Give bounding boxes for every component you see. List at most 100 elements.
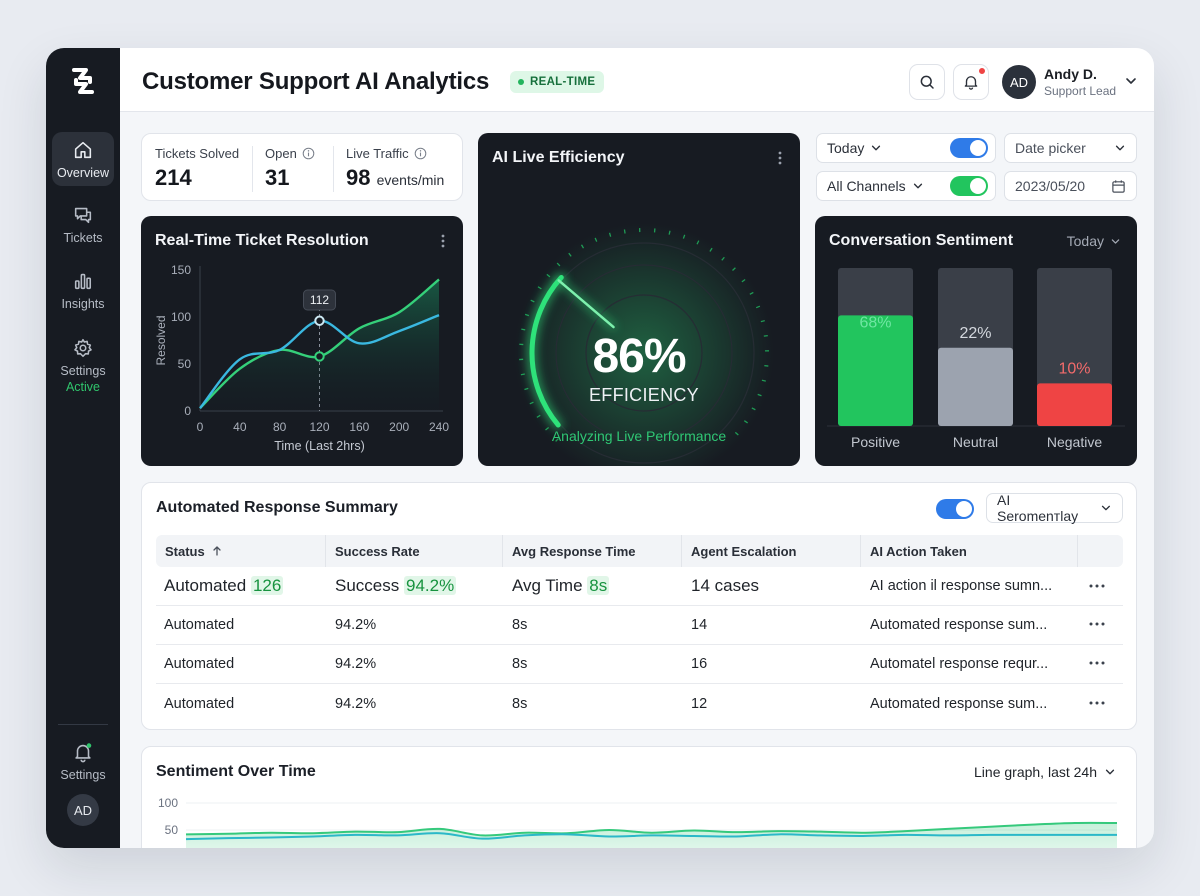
sidebar-item-bottom-settings[interactable]: Settings: [52, 734, 114, 788]
cell-text: Avg Time: [512, 576, 583, 595]
search-button[interactable]: [909, 64, 945, 100]
gauge-glow: [514, 223, 774, 466]
gauge-tick: [545, 426, 550, 431]
bar: [1037, 383, 1112, 426]
gauge-tick: [524, 387, 529, 391]
column-label: AI Action Taken: [870, 543, 967, 559]
gauge-ring: [585, 294, 703, 412]
summary-dropdown[interactable]: AI Seromenтlay: [986, 492, 1123, 524]
table-row[interactable]: Automated 94.2% 8s 16 Automatel response…: [156, 645, 1123, 684]
more-horizontal-icon: [1089, 584, 1105, 588]
gauge-tick: [751, 407, 756, 411]
sentiment-card: Conversation Sentiment Today 68% Positive…: [815, 216, 1137, 466]
gauge-tick: [741, 279, 746, 283]
stat-value: 31: [265, 165, 290, 190]
info-icon[interactable]: [414, 147, 427, 160]
cell-success: 94.2%: [335, 656, 377, 672]
cell-avg: 8s: [512, 656, 528, 672]
more-horizontal-icon: [1089, 622, 1105, 626]
live-traffic-stat: Live Traffic 98 events/min: [346, 146, 444, 191]
sentiment-time-chart: 50 100: [158, 796, 1118, 848]
bell-icon: [964, 76, 978, 90]
gauge-ring: [555, 264, 733, 442]
more-options-icon[interactable]: [435, 232, 451, 250]
sidebar-avatar[interactable]: AD: [67, 794, 99, 826]
column-label: Agent Escalation: [691, 543, 797, 559]
card-title: Real-Time Ticket Resolution: [155, 232, 369, 249]
channels-select[interactable]: All Channels: [816, 171, 996, 201]
date-picker-label: Date picker: [1015, 140, 1086, 156]
sentiment-period-select[interactable]: Today: [1067, 233, 1121, 249]
chart-type-dropdown[interactable]: Line graph, last 24h: [974, 764, 1116, 780]
row-menu-button[interactable]: [1078, 576, 1123, 596]
divider: [252, 146, 253, 192]
notification-dot: [978, 67, 986, 75]
cell-status: Automated: [164, 695, 235, 712]
sidebar-item-label: Settings: [60, 767, 106, 782]
highlight-value: 8s: [587, 576, 610, 595]
row-menu-button[interactable]: [1078, 656, 1123, 672]
gauge-tick: [524, 313, 530, 317]
chevron-down-icon: [913, 183, 922, 189]
bar-chart-icon: [74, 273, 92, 289]
gauge-tick: [760, 320, 765, 323]
x-axis-label: Time (Last 2hrs): [274, 439, 365, 453]
period-select-value: Today: [827, 140, 865, 156]
row-menu-button[interactable]: [1078, 617, 1123, 633]
info-icon[interactable]: [302, 147, 315, 160]
chevron-down-icon[interactable]: [1124, 74, 1138, 88]
table-row[interactable]: Automated 126 Success 94.2% Avg Time 8s …: [156, 567, 1123, 606]
date-input[interactable]: 2023/05/20: [1004, 171, 1137, 201]
column-header-avg-response[interactable]: Avg Response Time: [503, 535, 682, 567]
user-avatar[interactable]: AD: [1002, 65, 1036, 99]
calendar-icon[interactable]: [1111, 179, 1126, 194]
sidebar-item-label: Tickets: [63, 230, 103, 245]
date-value: 2023/05/20: [1015, 178, 1086, 194]
cell-status: Automated: [164, 656, 235, 672]
resolution-card: Real-Time Ticket Resolution 0 50 100 150 0 40…: [141, 216, 463, 466]
highlight-value: 94.2%: [403, 576, 457, 595]
efficiency-caption: Analyzing Live Performance: [551, 428, 727, 444]
cell-action: Automatel response requr...: [870, 656, 1049, 672]
gauge-tick: [520, 373, 525, 376]
chevron-down-icon: [1115, 145, 1125, 151]
more-horizontal-icon: [1089, 701, 1105, 704]
channels-select-value: All Channels: [827, 178, 906, 194]
y-axis-label: Resolved: [154, 315, 168, 365]
gauge-tick: [594, 237, 598, 242]
stat-label: Open: [265, 146, 297, 161]
table-row[interactable]: Automated 94.2% 8s 12 Automated response…: [156, 684, 1123, 723]
cell-action: Automated response sum...: [870, 617, 1048, 633]
more-options-icon[interactable]: [772, 149, 788, 167]
sidebar-item-insights[interactable]: Insights: [52, 263, 114, 317]
column-header-action[interactable]: AI Action Taken: [861, 535, 1078, 567]
column-header-success-rate[interactable]: Success Rate: [326, 535, 503, 567]
x-tick-label: 80: [273, 420, 287, 434]
brand-logo[interactable]: [66, 64, 100, 98]
sidebar-item-label: Settings: [60, 363, 106, 378]
sidebar-item-tickets[interactable]: Tickets: [52, 197, 114, 251]
x-tick-label: 240: [429, 420, 449, 434]
row-menu-button[interactable]: [1078, 696, 1123, 712]
gauge-tick: [623, 229, 626, 234]
card-title: AI Live Efficiency: [492, 149, 625, 166]
summary-toggle[interactable]: [936, 499, 974, 519]
bar: [938, 347, 1013, 426]
date-picker-select[interactable]: Date picker: [1004, 133, 1137, 163]
user-name[interactable]: Andy D.: [1044, 66, 1097, 82]
period-select[interactable]: Today: [816, 133, 996, 163]
toggle-knob: [970, 140, 986, 156]
channels-toggle[interactable]: [950, 176, 988, 196]
column-header-status[interactable]: Status: [156, 535, 326, 567]
cell-escalation: 12: [691, 695, 708, 712]
sidebar-item-overview[interactable]: Overview: [52, 132, 114, 186]
toggle-knob: [956, 501, 972, 517]
realtime-badge-label: REAL-TIME: [530, 76, 596, 88]
tickets-solved-stat: Tickets Solved 214: [155, 146, 239, 191]
period-toggle[interactable]: [950, 138, 988, 158]
column-header-escalation[interactable]: Agent Escalation: [682, 535, 861, 567]
gauge-tick: [608, 232, 612, 237]
table-row[interactable]: Automated 94.2% 8s 14 Automated response…: [156, 606, 1123, 645]
notifications-button[interactable]: [953, 64, 989, 100]
sidebar-item-settings[interactable]: Settings Active: [52, 332, 114, 398]
